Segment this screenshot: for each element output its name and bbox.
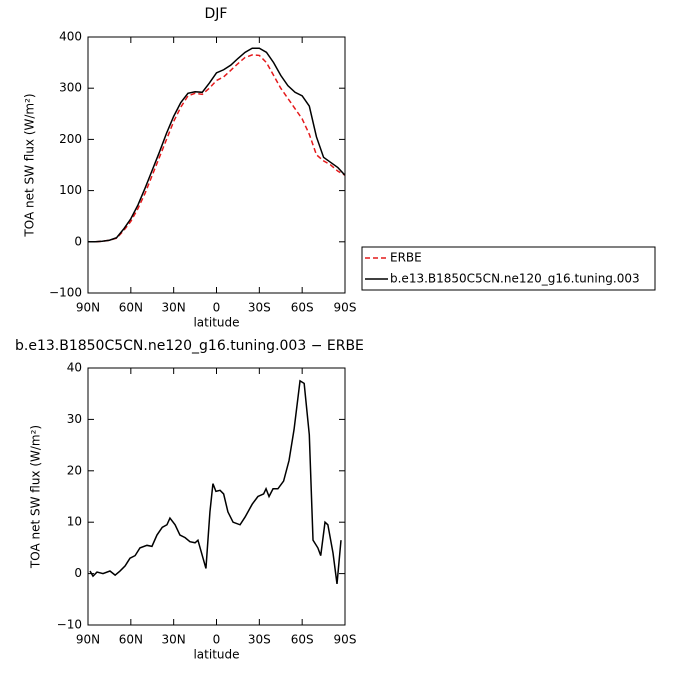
y-tick-label: 30 — [67, 412, 82, 426]
x-tick-label: 60S — [291, 301, 314, 315]
x-tick-label: 60N — [119, 633, 143, 647]
x-tick-label: 90S — [334, 301, 357, 315]
x-tick-label: 30S — [248, 633, 271, 647]
data-line — [88, 47, 346, 243]
x-tick-label: 60N — [119, 301, 143, 315]
chart-title: DJF — [205, 6, 228, 22]
legend-label: b.e13.B1850C5CN.ne120_g16.tuning.003 — [390, 272, 640, 286]
chart-title: b.e13.B1850C5CN.ne120_g16.tuning.003 − E… — [15, 338, 364, 354]
plot-frame — [87, 36, 346, 294]
y-tick-label: 200 — [59, 132, 82, 146]
y-tick-label: 10 — [67, 515, 82, 529]
y-tick-label: 100 — [59, 183, 82, 197]
legend-box — [361, 246, 656, 291]
y-tick-label: 300 — [59, 81, 82, 95]
y-tick-label: −10 — [57, 618, 82, 632]
x-tick-label: 30N — [162, 301, 186, 315]
x-tick-label: 60S — [291, 633, 314, 647]
x-tick-label: 30S — [248, 301, 271, 315]
x-tick-label: 90S — [334, 633, 357, 647]
y-tick-label: 20 — [67, 463, 82, 477]
data-line — [88, 54, 346, 243]
y-tick-label: 400 — [59, 30, 82, 44]
y-axis-label: TOA net SW flux (W/m²) — [29, 425, 43, 569]
x-tick-label: 0 — [213, 301, 221, 315]
x-axis-label: latitude — [193, 648, 239, 662]
x-tick-label: 90N — [76, 301, 100, 315]
x-axis-label: latitude — [193, 316, 239, 330]
legend-label: ERBE — [390, 251, 422, 265]
data-line — [89, 379, 342, 584]
x-tick-label: 30N — [162, 633, 186, 647]
y-tick-label: 40 — [67, 361, 82, 375]
x-tick-label: 0 — [213, 633, 221, 647]
y-tick-label: 0 — [74, 234, 82, 248]
y-tick-label: −100 — [49, 286, 82, 300]
y-tick-label: 0 — [74, 566, 82, 580]
x-tick-label: 90N — [76, 633, 100, 647]
y-axis-label: TOA net SW flux (W/m²) — [23, 93, 37, 237]
